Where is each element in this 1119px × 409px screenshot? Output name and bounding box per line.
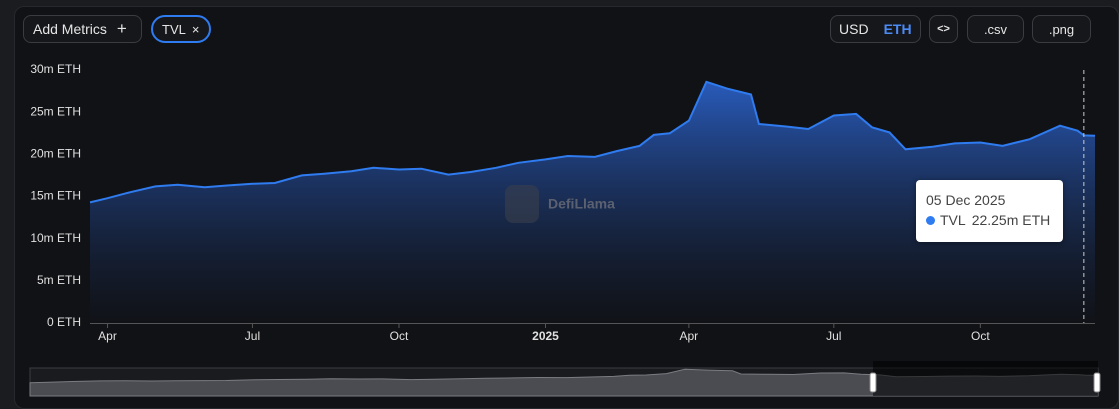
- x-tick-label: Jul: [245, 329, 260, 343]
- png-label: .png: [1048, 21, 1075, 37]
- chip-close[interactable]: ×: [191, 21, 200, 37]
- csv-button[interactable]: .csv: [967, 15, 1024, 43]
- chip-label: TVL: [162, 21, 186, 37]
- tooltip-date: 05 Dec 2025: [926, 192, 1006, 208]
- csv-label: .csv: [983, 21, 1008, 37]
- minimap-selection: [873, 361, 1098, 396]
- add-metrics-button[interactable]: Add Metrics +: [23, 15, 142, 43]
- y-tick-label: 15m ETH: [30, 189, 81, 203]
- brush-handle-left[interactable]: [869, 372, 877, 393]
- add-metrics-label: Add Metrics: [33, 21, 107, 37]
- brush-handle-right[interactable]: [1093, 372, 1101, 393]
- area-fill: [90, 81, 1095, 323]
- watermark: DefiLlama: [505, 185, 615, 223]
- x-tick-label: Oct: [390, 329, 409, 343]
- x-tick-label: Apr: [680, 329, 699, 343]
- y-tick-label: 5m ETH: [37, 273, 81, 287]
- plus-icon: +: [116, 19, 127, 38]
- x-tick-label: Apr: [98, 329, 117, 343]
- tooltip-series: TVL: [940, 212, 966, 228]
- embed-icon: <>: [937, 23, 950, 35]
- x-tick-label: Jul: [826, 329, 841, 343]
- area-line: [89, 80, 1096, 204]
- tooltip-value: 22.25m ETH: [971, 212, 1051, 228]
- currency-toggle: USD ETH: [830, 15, 921, 43]
- y-tick-label: 20m ETH: [30, 147, 81, 161]
- x-tick-label: Oct: [971, 329, 990, 343]
- tooltip-dot: [926, 215, 935, 225]
- embed-button[interactable]: <>: [929, 15, 958, 43]
- y-tick-label: 0 ETH: [47, 315, 81, 329]
- tooltip: 05 Dec 2025 TVL 22.25m ETH: [916, 180, 1063, 242]
- x-tick-label: 2025: [532, 329, 559, 343]
- watermark-logo: [505, 185, 539, 223]
- y-tick-label: 30m ETH: [30, 62, 81, 76]
- eth-option[interactable]: ETH: [883, 21, 912, 37]
- y-tick-label: 10m ETH: [30, 231, 81, 245]
- png-button[interactable]: .png: [1032, 15, 1091, 43]
- usd-option[interactable]: USD: [839, 21, 869, 37]
- tvl-chip[interactable]: TVL ×: [151, 15, 211, 43]
- watermark-text: DefiLlama: [548, 196, 615, 212]
- y-tick-label: 25m ETH: [30, 104, 81, 118]
